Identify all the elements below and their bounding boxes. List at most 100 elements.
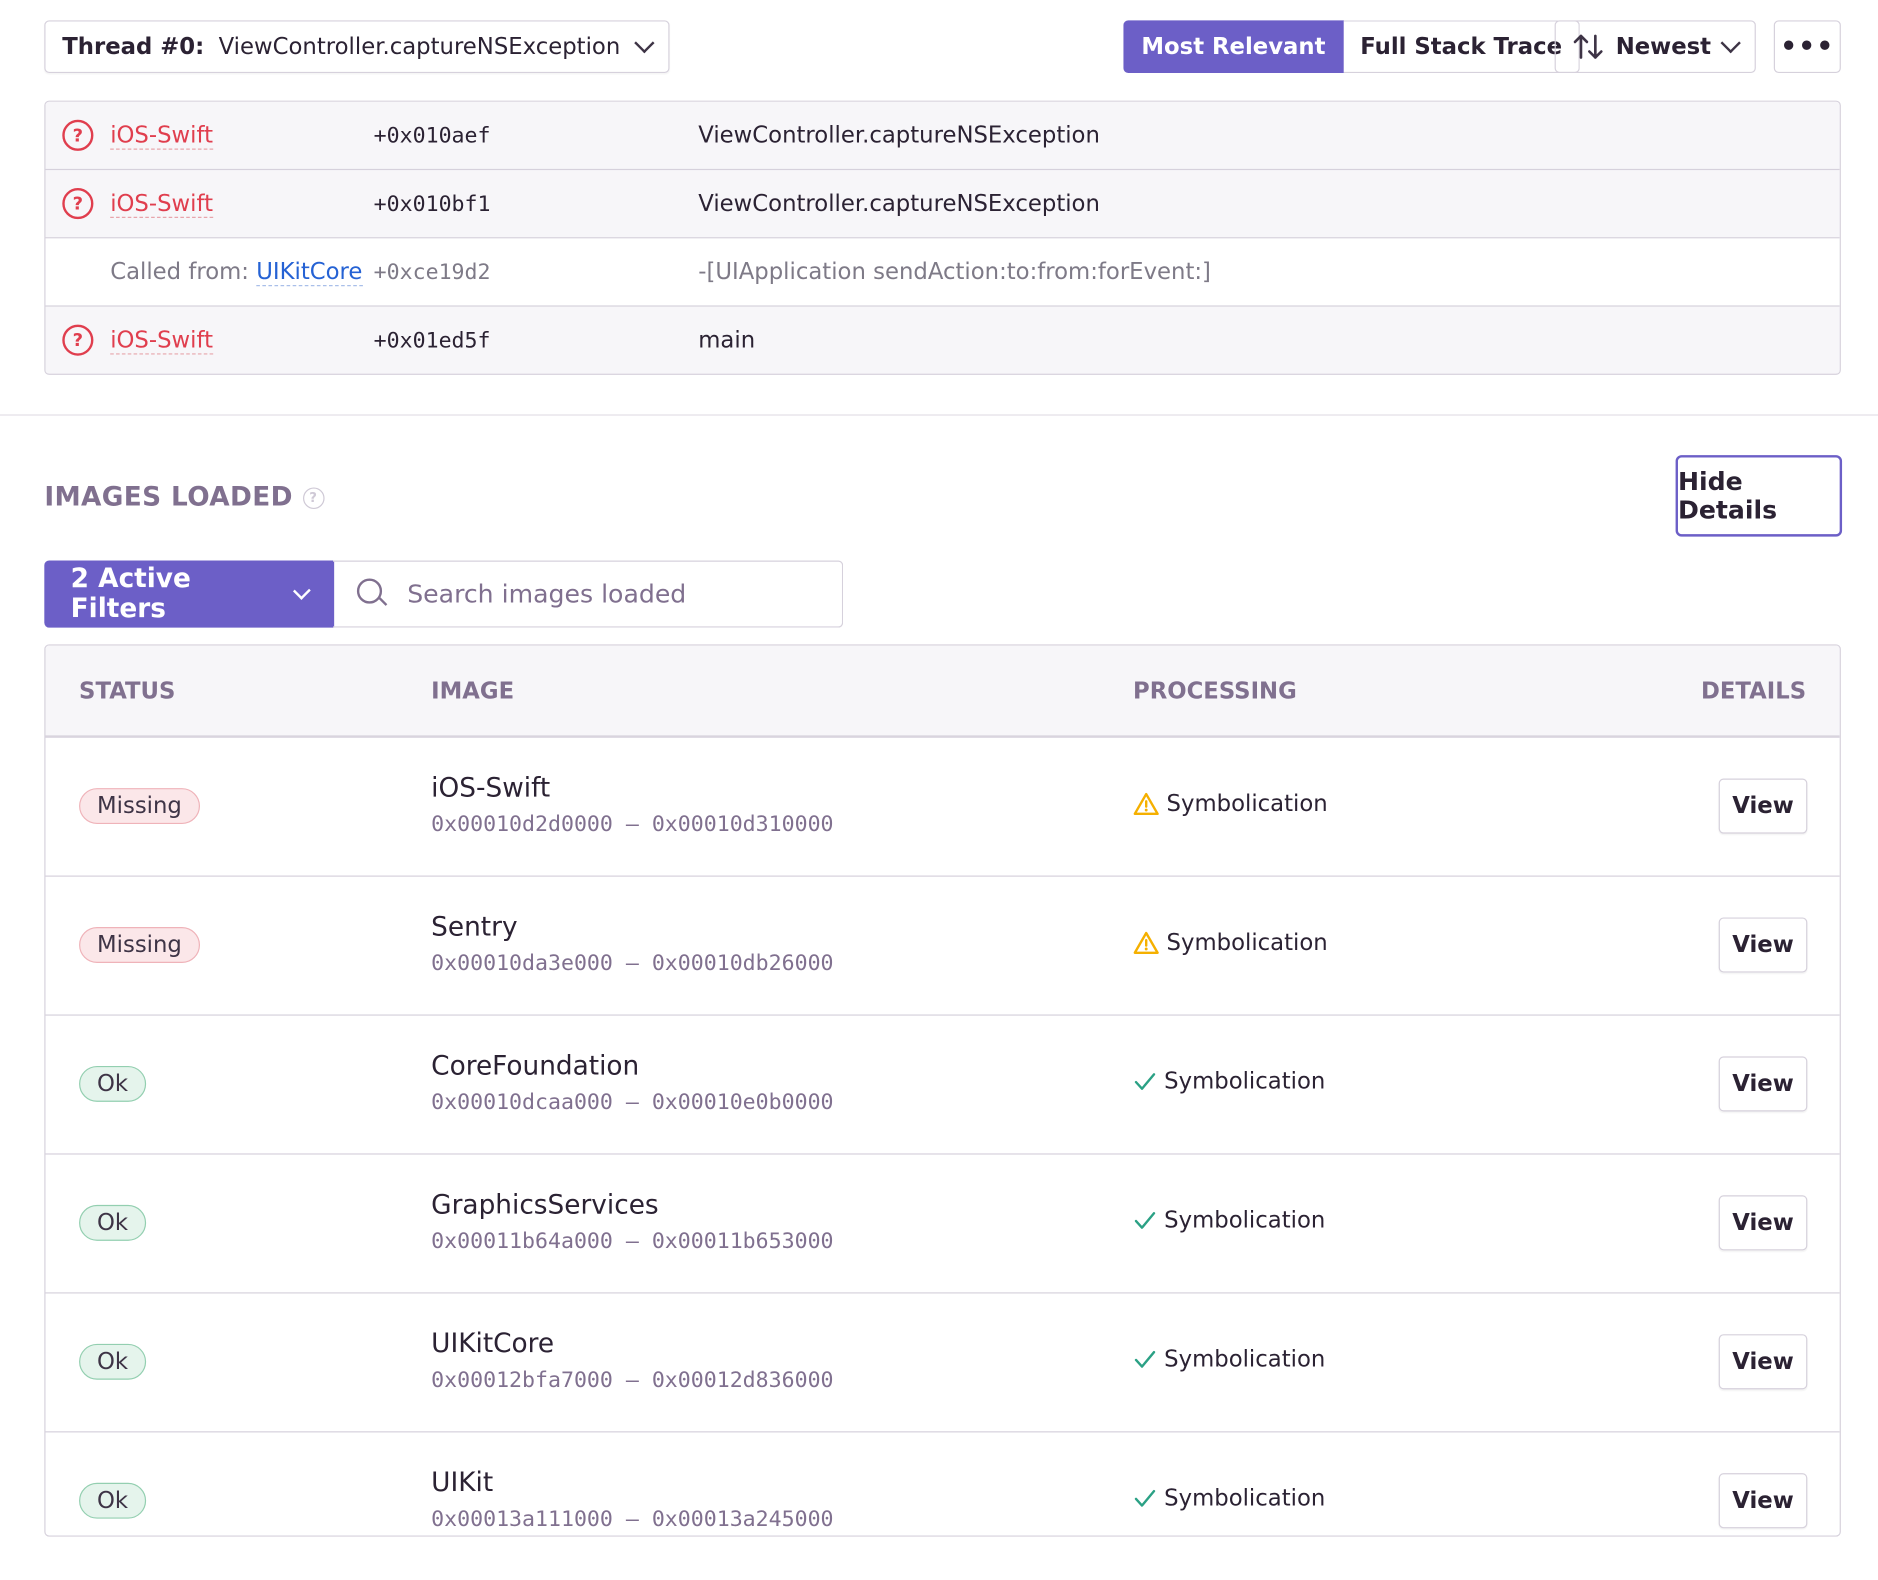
status-badge: Ok (79, 1482, 147, 1519)
image-address-range: 0x00010dcaa000 – 0x00010e0b0000 (431, 1089, 834, 1116)
processing-status: Symbolication (1133, 1068, 1326, 1095)
status-badge: Missing (79, 927, 200, 963)
images-loaded-heading: IMAGES LOADED (44, 482, 293, 513)
table-row: Ok GraphicsServices 0x00011b64a000 – 0x0… (45, 1153, 1840, 1292)
search-box (332, 560, 844, 628)
view-button[interactable]: View (1718, 917, 1808, 973)
search-input[interactable] (404, 578, 819, 610)
active-filters-button[interactable]: 2 Active Filters (44, 560, 335, 628)
more-options-button[interactable]: ••• (1773, 20, 1841, 74)
processing-status: Symbolication (1133, 1485, 1325, 1511)
check-icon (1134, 1351, 1156, 1368)
chevron-down-icon (634, 32, 655, 54)
processing-status: Symbolication (1133, 1346, 1326, 1373)
image-address-range: 0x00011b64a000 – 0x00011b653000 (431, 1228, 834, 1254)
called-from: Called from: UIKitCore (110, 258, 363, 287)
view-button[interactable]: View (1718, 1334, 1808, 1390)
processing-status: Symbolication (1133, 1207, 1326, 1234)
stack-frame[interactable]: ? iOS-Swift +0x010aef ViewController.cap… (45, 101, 1840, 169)
status-badge: Ok (79, 1204, 147, 1241)
column-header-image: IMAGE (431, 677, 515, 705)
stack-frame[interactable]: ? iOS-Swift +0x01ed5f main (45, 305, 1840, 374)
frame-function: -[UIApplication sendAction:to:from:forEv… (698, 258, 1211, 286)
frame-package[interactable]: iOS-Swift (110, 121, 214, 150)
table-header: STATUS IMAGE PROCESSING DETAILS (45, 645, 1840, 737)
full-stack-trace-button[interactable]: Full Stack Trace (1343, 20, 1581, 74)
stack-frame-called-from[interactable]: Called from: UIKitCore +0xce19d2 -[UIApp… (45, 237, 1840, 306)
thread-value: ViewController.captureNSException (218, 33, 621, 60)
help-icon[interactable]: ? (302, 486, 325, 509)
image-name: CoreFoundation (431, 1051, 640, 1082)
view-button[interactable]: View (1718, 778, 1808, 834)
table-row: Missing iOS-Swift 0x00010d2d0000 – 0x000… (45, 736, 1840, 876)
image-address-range: 0x00010da3e000 – 0x00010db26000 (431, 950, 834, 977)
thread-select[interactable]: Thread #0: ViewController.captureNSExcep… (44, 20, 670, 74)
image-name: GraphicsServices (431, 1190, 659, 1221)
question-icon: ? (62, 188, 94, 220)
processing-label: Symbolication (1166, 929, 1328, 956)
view-button[interactable]: View (1718, 1056, 1808, 1112)
view-button[interactable]: View (1718, 1473, 1808, 1529)
hide-details-button[interactable]: Hide Details (1675, 455, 1843, 537)
called-from-label: Called from: (110, 258, 249, 286)
table-row: Ok UIKit 0x00013a111000 – 0x00013a245000… (45, 1431, 1840, 1535)
frame-address: +0x010aef (373, 122, 491, 148)
frame-address: +0x010bf1 (373, 191, 491, 217)
image-name: Sentry (431, 912, 518, 943)
stack-frame[interactable]: ? iOS-Swift +0x010bf1 ViewController.cap… (45, 168, 1840, 238)
image-name: UIKit (431, 1468, 494, 1499)
stack-frames: ? iOS-Swift +0x010aef ViewController.cap… (44, 100, 1841, 375)
sort-button[interactable]: Newest (1554, 20, 1756, 74)
check-icon (1134, 1212, 1156, 1229)
check-icon (1134, 1073, 1156, 1090)
warning-icon (1133, 931, 1159, 954)
section-divider (0, 414, 1878, 416)
frame-address: +0xce19d2 (373, 259, 491, 285)
processing-status: Symbolication (1133, 929, 1328, 956)
frame-package[interactable]: iOS-Swift (110, 326, 214, 354)
question-icon: ? (62, 324, 94, 356)
chevron-down-icon (292, 581, 311, 600)
frame-address: +0x01ed5f (373, 327, 491, 353)
images-table: STATUS IMAGE PROCESSING DETAILS Missing … (44, 644, 1841, 1537)
ellipsis-icon: ••• (1780, 31, 1835, 62)
sort-arrows-icon (1573, 34, 1603, 59)
processing-label: Symbolication (1164, 1346, 1326, 1373)
processing-label: Symbolication (1166, 790, 1328, 817)
search-icon (356, 578, 388, 609)
status-badge: Ok (79, 1065, 147, 1102)
frame-function: main (698, 326, 756, 354)
check-icon (1134, 1489, 1156, 1507)
column-header-details: DETAILS (1700, 677, 1807, 705)
view-button[interactable]: View (1718, 1195, 1808, 1251)
images-loaded-title: IMAGES LOADED ? (44, 482, 325, 513)
frame-package[interactable]: iOS-Swift (110, 189, 214, 218)
frame-function: ViewController.captureNSException (698, 190, 1100, 217)
most-relevant-button[interactable]: Most Relevant (1123, 20, 1344, 74)
processing-label: Symbolication (1164, 1207, 1326, 1234)
frame-function: ViewController.captureNSException (698, 122, 1100, 149)
sort-label: Newest (1615, 33, 1712, 60)
processing-label: Symbolication (1164, 1068, 1326, 1095)
filters-label: 2 Active Filters (70, 564, 191, 625)
status-badge: Missing (79, 788, 200, 825)
image-name: UIKitCore (431, 1329, 555, 1360)
called-from-package-link[interactable]: UIKitCore (256, 258, 363, 287)
image-name: iOS-Swift (431, 773, 551, 804)
question-icon: ? (62, 119, 94, 151)
column-header-status: STATUS (79, 677, 176, 705)
table-row: Ok CoreFoundation 0x00010dcaa000 – 0x000… (45, 1014, 1840, 1153)
column-header-processing: PROCESSING (1133, 677, 1297, 705)
thread-label: Thread #0: (62, 33, 205, 60)
chevron-down-icon (1720, 32, 1741, 54)
processing-label: Symbolication (1164, 1485, 1326, 1512)
status-badge: Ok (79, 1343, 147, 1380)
warning-icon (1133, 792, 1159, 816)
image-address-range: 0x00010d2d0000 – 0x00010d310000 (431, 812, 834, 838)
trace-view-toggle: Most Relevant Full Stack Trace (1123, 20, 1581, 74)
image-address-range: 0x00012bfa7000 – 0x00012d836000 (431, 1367, 834, 1393)
table-row: Ok UIKitCore 0x00012bfa7000 – 0x00012d83… (45, 1292, 1840, 1431)
table-row: Missing Sentry 0x00010da3e000 – 0x00010d… (45, 875, 1840, 1015)
processing-status: Symbolication (1133, 790, 1328, 817)
